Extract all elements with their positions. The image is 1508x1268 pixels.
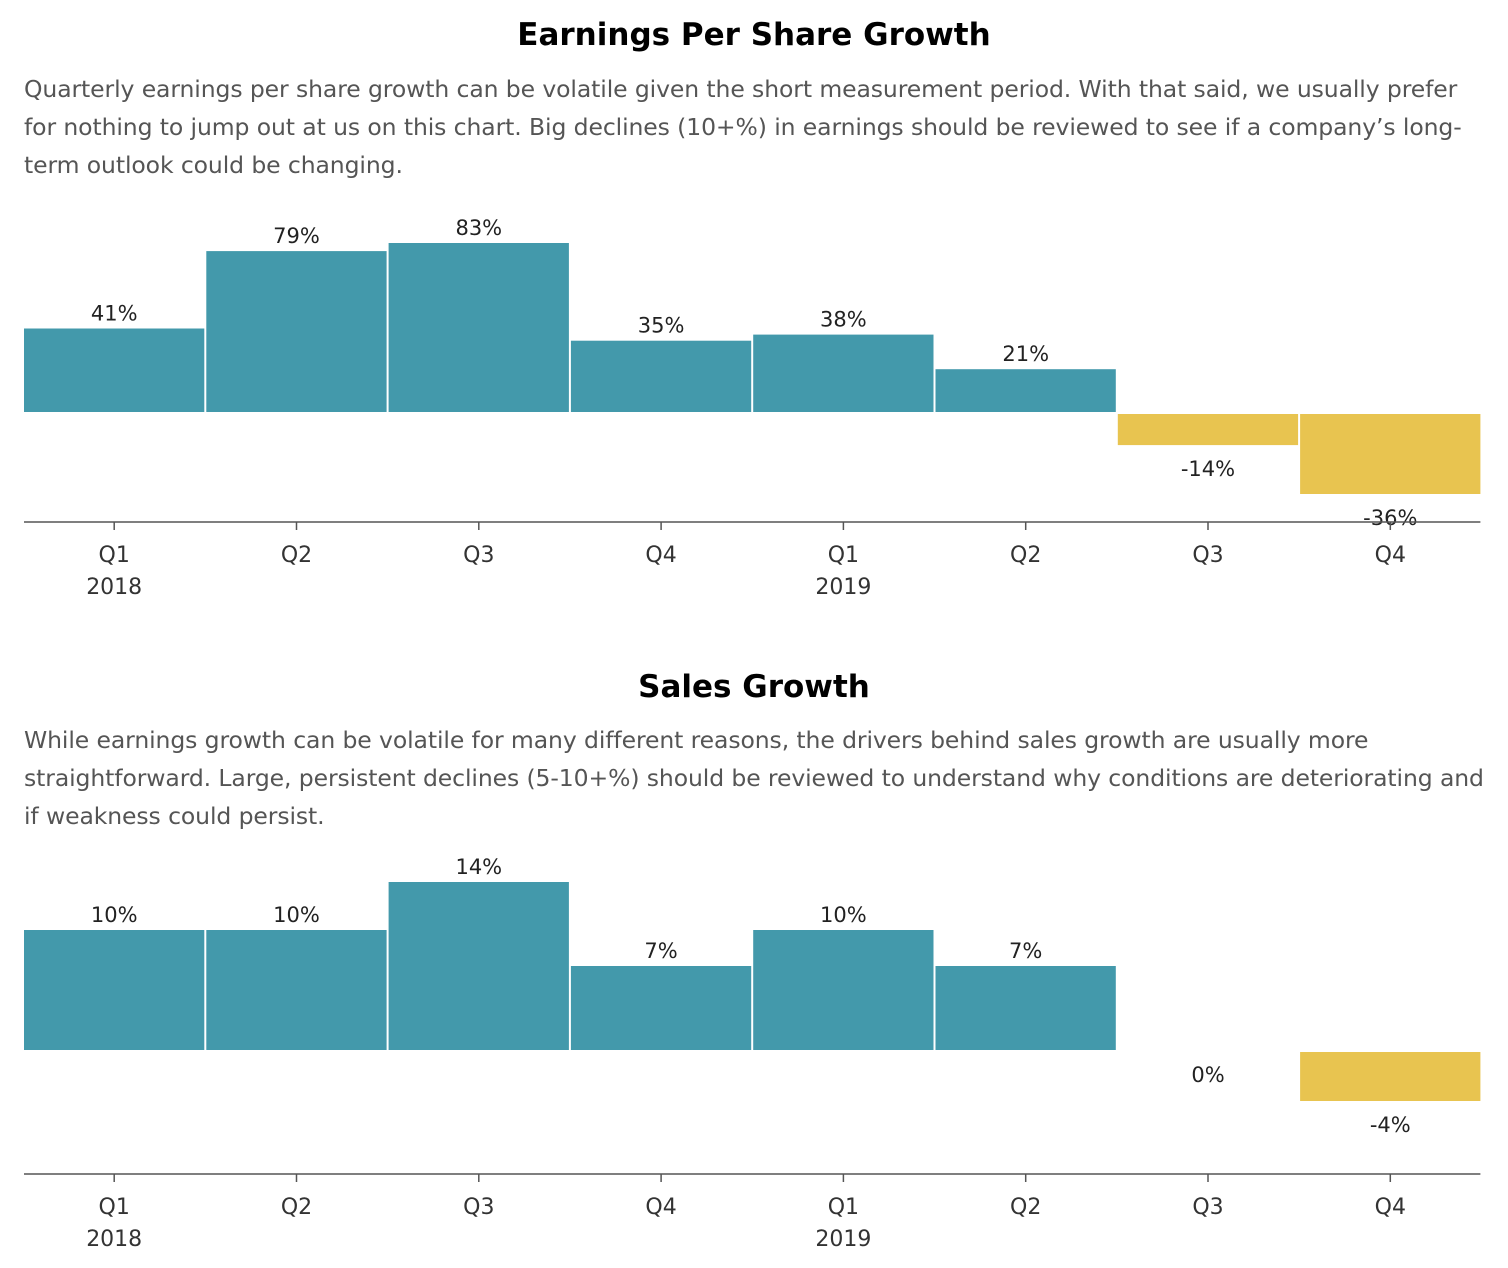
x-tick-label-5: Q1	[828, 1195, 859, 1220]
data-label-7: 0%	[1191, 1063, 1224, 1087]
data-label-1: 41%	[91, 302, 138, 326]
bar-4	[570, 340, 752, 412]
data-label-2: 10%	[273, 903, 320, 927]
x-tick-label-7: Q3	[1192, 1195, 1223, 1220]
bar-3	[388, 243, 569, 412]
bar-1	[24, 930, 205, 1050]
data-label-3: 83%	[455, 216, 502, 240]
eps-growth-chart: 41% Q1 2018 79% Q2 83% Q3 35% Q4 38% Q1 2019 21% Q2 -1…	[24, 216, 1481, 600]
bar-6	[935, 966, 1116, 1050]
data-label-4: 7%	[644, 939, 677, 963]
data-label-6: 21%	[1002, 342, 1049, 366]
data-label-4: 35%	[638, 314, 685, 338]
x-year-label-1: 2018	[86, 1227, 142, 1252]
bar-5	[753, 930, 934, 1050]
bar-4	[570, 966, 752, 1050]
data-label-2: 79%	[273, 224, 320, 248]
bar-3	[388, 882, 569, 1050]
x-tick-label-1: Q1	[99, 1195, 130, 1220]
x-tick-label-1: Q1	[99, 543, 130, 568]
x-tick-label-3: Q3	[463, 1195, 494, 1220]
x-year-label-1: 2018	[86, 575, 142, 600]
x-tick-label-7: Q3	[1192, 543, 1223, 568]
bar-5	[753, 334, 934, 412]
data-label-5: 10%	[820, 903, 867, 927]
x-tick-label-4: Q4	[645, 543, 676, 568]
bar-2	[206, 930, 387, 1050]
data-label-1: 10%	[91, 903, 138, 927]
x-tick-label-2: Q2	[281, 543, 312, 568]
x-tick-label-8: Q4	[1375, 1195, 1406, 1220]
data-label-7: -14%	[1181, 457, 1235, 481]
x-tick-label-6: Q2	[1010, 1195, 1041, 1220]
x-tick-label-6: Q2	[1010, 543, 1041, 568]
x-tick-label-8: Q4	[1375, 543, 1406, 568]
bar-6	[935, 369, 1116, 412]
x-tick-label-2: Q2	[281, 1195, 312, 1220]
x-tick-label-3: Q3	[463, 543, 494, 568]
sales-growth-chart: 10% Q1 2018 10% Q2 14% Q3 7% Q4 10% Q1 2019 7% Q2 0% Q3…	[24, 855, 1481, 1252]
eps-chart-description: Quarterly earnings per share growth can …	[24, 75, 1462, 179]
bar-1	[24, 328, 205, 412]
x-tick-label-4: Q4	[645, 1195, 676, 1220]
data-label-6: 7%	[1009, 939, 1042, 963]
x-year-label-5: 2019	[815, 575, 871, 600]
data-label-8: -4%	[1370, 1113, 1411, 1137]
data-label-3: 14%	[455, 855, 502, 879]
eps-chart-title: Earnings Per Share Growth	[517, 17, 991, 53]
bar-8	[1300, 1052, 1481, 1101]
x-year-label-5: 2019	[815, 1227, 871, 1252]
sales-chart-title: Sales Growth	[638, 669, 870, 705]
sales-chart-description: While earnings growth can be volatile fo…	[24, 726, 1484, 830]
x-tick-label-5: Q1	[828, 543, 859, 568]
data-label-5: 38%	[820, 308, 867, 332]
bar-8	[1300, 414, 1481, 494]
bar-2	[206, 251, 387, 412]
bar-7	[1117, 414, 1299, 446]
